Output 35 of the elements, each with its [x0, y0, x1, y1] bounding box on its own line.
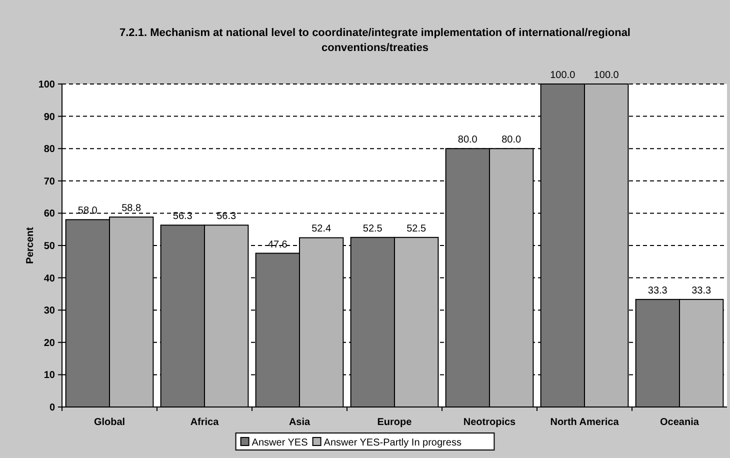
y-tick-label: 100 [38, 80, 56, 90]
x-tick-label: Asia [288, 417, 310, 428]
data-label: 33.3 [692, 285, 712, 296]
data-label: 52.5 [362, 223, 383, 234]
y-tick-label: 70 [44, 176, 56, 188]
data-label: 80.0 [502, 134, 522, 146]
data-label: 100.0 [594, 70, 620, 81]
y-tick-label: 20 [44, 338, 56, 349]
x-tick-label: Oceania [660, 417, 700, 428]
y-axis-title: Percent [25, 226, 36, 264]
data-label: 56.3 [172, 211, 193, 222]
legend-label: Answer YES-Partly In progress [324, 438, 462, 448]
legend-label: Answer YES [252, 438, 308, 448]
x-tick-label: Neotropics [463, 417, 516, 428]
data-label: 80.0 [458, 134, 478, 146]
y-tick-label: 0 [49, 402, 56, 414]
y-tick-label: 10 [44, 370, 56, 382]
data-label: 56.3 [216, 211, 237, 222]
y-tick-label: 60 [44, 208, 56, 220]
y-tick-label: 40 [44, 273, 56, 284]
y-tick-label: 50 [44, 241, 56, 252]
x-tick-label: Africa [190, 417, 220, 428]
data-label: 52.4 [312, 224, 332, 235]
x-tick-label: Europe [377, 417, 412, 428]
y-tick-label: 80 [44, 144, 56, 156]
data-label: 100.0 [550, 70, 576, 81]
data-label: 58.0 [78, 206, 98, 217]
data-label: 58.8 [122, 203, 142, 214]
x-tick-label: Global [94, 417, 126, 428]
data-label: 33.3 [648, 285, 668, 296]
x-tick-label: North America [550, 417, 620, 428]
data-label: 52.5 [406, 223, 427, 234]
chart-title: 7.2.1. Mechanism at national level to coordinate/integrate implementation of international/regional conventions/treaties [120, 27, 630, 54]
y-tick-label: 90 [44, 112, 56, 123]
y-tick-label: 30 [44, 306, 56, 317]
